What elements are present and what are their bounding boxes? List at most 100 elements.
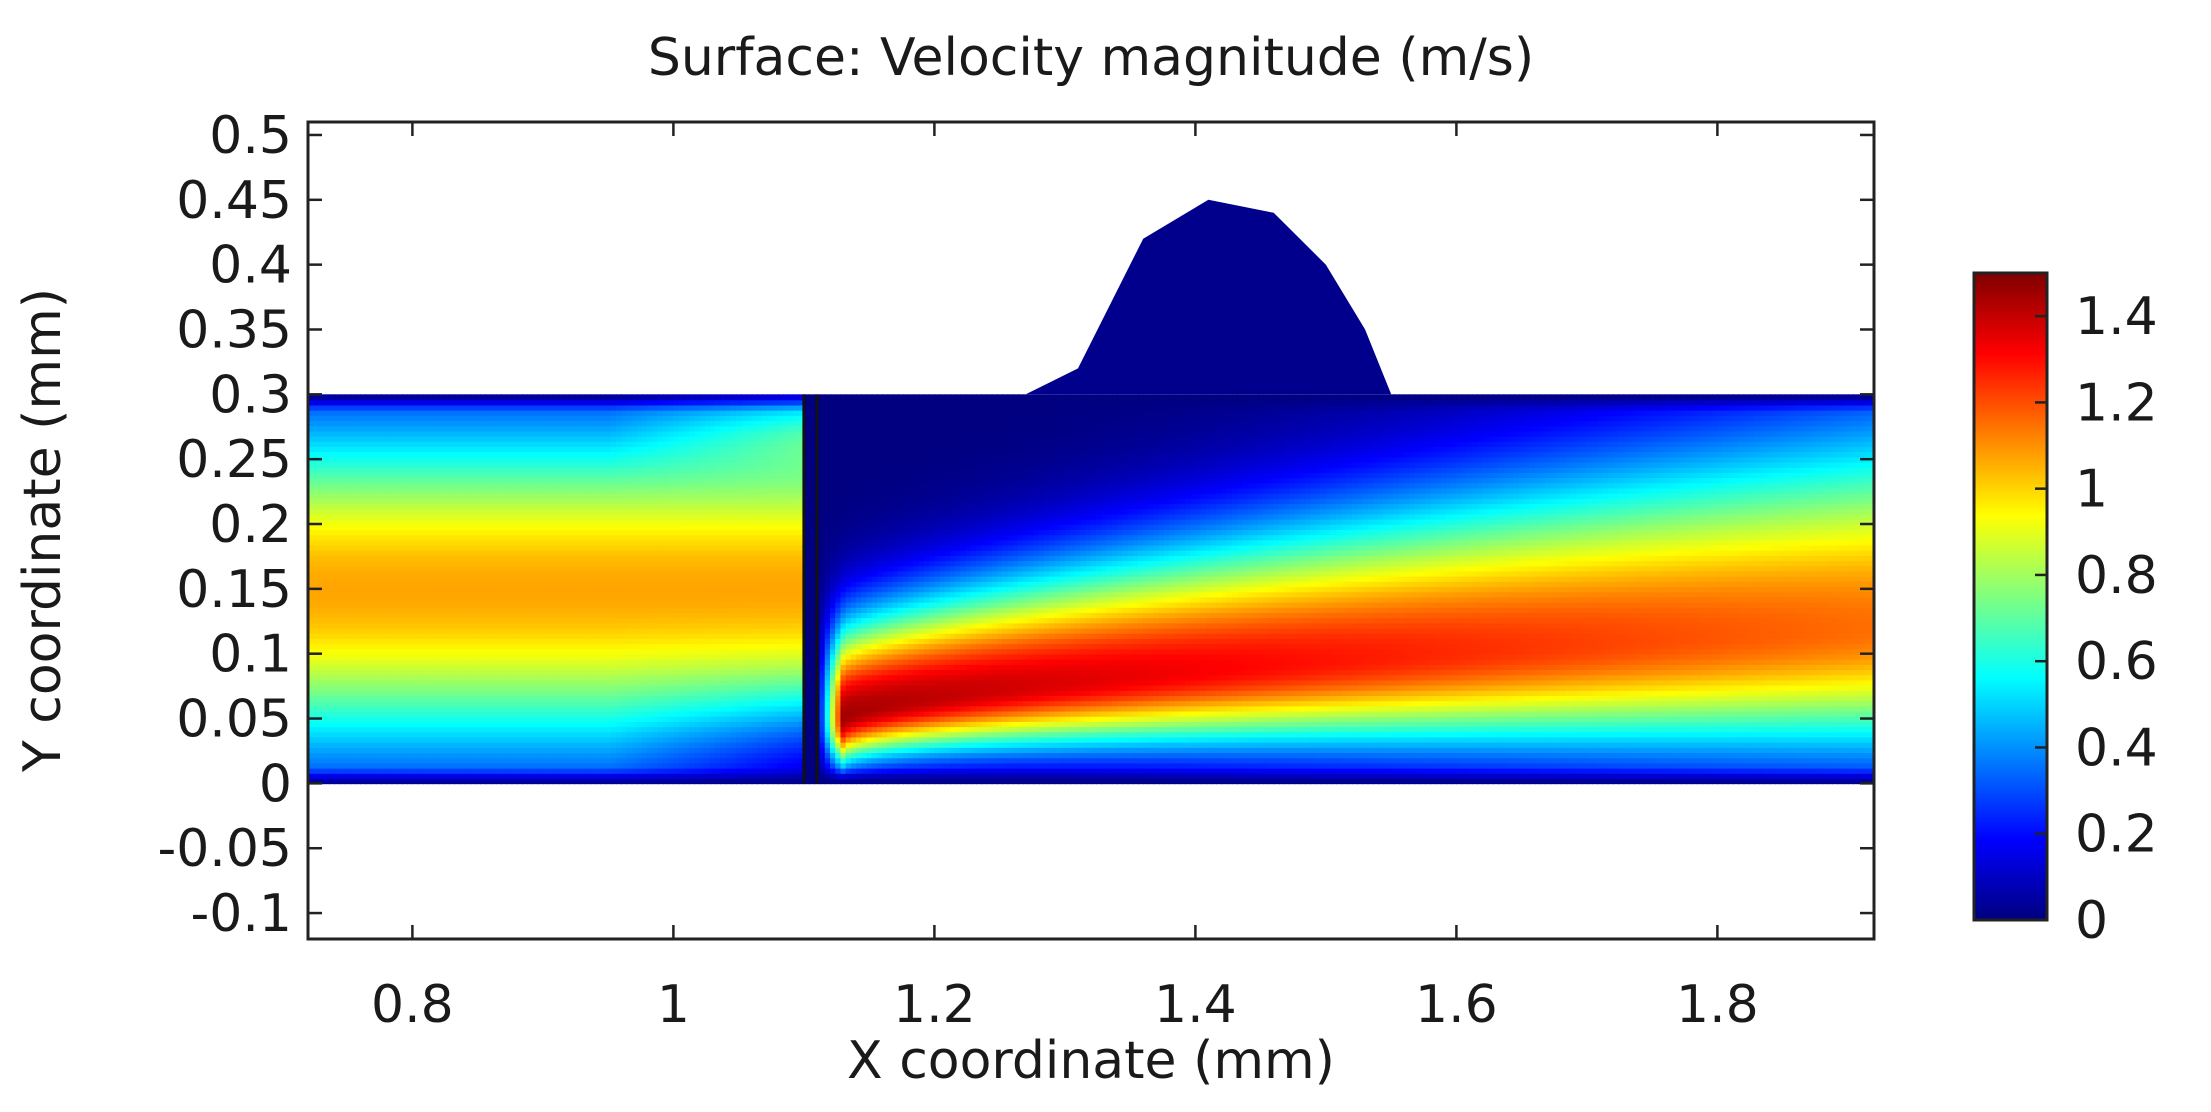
velocity-cell bbox=[438, 451, 445, 458]
velocity-cell bbox=[647, 627, 654, 634]
velocity-cell bbox=[360, 601, 367, 608]
velocity-cell bbox=[334, 638, 341, 645]
velocity-cell bbox=[527, 632, 534, 639]
velocity-cell bbox=[495, 643, 502, 650]
velocity-cell bbox=[574, 399, 581, 406]
velocity-cell bbox=[360, 690, 367, 696]
velocity-cell bbox=[480, 757, 487, 764]
velocity-cell bbox=[401, 715, 408, 722]
velocity-cell bbox=[422, 394, 429, 401]
velocity-cell bbox=[339, 441, 346, 448]
velocity-cell bbox=[459, 425, 466, 432]
velocity-cell bbox=[480, 477, 487, 484]
velocity-cell bbox=[501, 446, 508, 453]
velocity-cell bbox=[401, 409, 408, 416]
velocity-cell bbox=[537, 508, 544, 515]
velocity-cell bbox=[563, 747, 570, 754]
velocity-cell bbox=[621, 425, 628, 432]
velocity-cell bbox=[443, 513, 450, 520]
velocity-cell bbox=[454, 508, 461, 515]
velocity-cell bbox=[313, 415, 320, 422]
velocity-cell bbox=[553, 643, 560, 650]
velocity-cell bbox=[396, 435, 403, 442]
velocity-cell bbox=[480, 617, 487, 624]
velocity-cell bbox=[328, 658, 335, 665]
velocity-cell bbox=[542, 596, 549, 603]
velocity-cell bbox=[548, 461, 555, 468]
velocity-cell bbox=[537, 420, 544, 427]
velocity-cell bbox=[370, 487, 377, 494]
velocity-cell bbox=[365, 638, 372, 645]
velocity-cell bbox=[308, 482, 315, 489]
velocity-cell bbox=[328, 741, 335, 748]
velocity-cell bbox=[542, 415, 549, 422]
velocity-cell bbox=[600, 627, 607, 634]
velocity-cell bbox=[506, 710, 513, 717]
velocity-cell bbox=[548, 705, 555, 712]
velocity-cell bbox=[490, 664, 497, 671]
velocity-cell bbox=[375, 461, 382, 468]
velocity-cell bbox=[370, 482, 377, 489]
velocity-cell bbox=[553, 415, 560, 422]
velocity-cell bbox=[490, 705, 497, 712]
velocity-cell bbox=[511, 638, 518, 645]
velocity-cell bbox=[485, 544, 492, 551]
velocity-cell bbox=[433, 669, 440, 676]
velocity-cell bbox=[344, 575, 351, 582]
velocity-cell bbox=[381, 586, 388, 593]
velocity-cell bbox=[548, 601, 555, 608]
velocity-cell bbox=[522, 747, 529, 754]
velocity-cell bbox=[553, 472, 560, 479]
velocity-cell bbox=[469, 508, 476, 515]
velocity-cell bbox=[407, 695, 414, 702]
velocity-cell bbox=[386, 778, 393, 785]
velocity-cell bbox=[391, 721, 398, 728]
velocity-cell bbox=[600, 513, 607, 520]
velocity-cell bbox=[360, 560, 367, 567]
velocity-cell bbox=[459, 565, 466, 572]
velocity-cell bbox=[584, 549, 591, 556]
velocity-cell bbox=[548, 632, 555, 639]
velocity-cell bbox=[595, 695, 602, 702]
velocity-cell bbox=[417, 700, 424, 707]
velocity-cell bbox=[485, 715, 492, 722]
velocity-cell bbox=[464, 752, 471, 759]
velocity-cell bbox=[527, 731, 534, 738]
velocity-cell bbox=[391, 435, 398, 442]
velocity-cell bbox=[417, 773, 424, 779]
velocity-cell bbox=[563, 607, 570, 613]
velocity-cell bbox=[375, 529, 382, 536]
velocity-cell bbox=[626, 555, 633, 562]
velocity-cell bbox=[381, 695, 388, 702]
velocity-cell bbox=[647, 658, 654, 665]
velocity-cell bbox=[506, 430, 513, 437]
velocity-cell bbox=[527, 575, 534, 582]
velocity-cell bbox=[548, 451, 555, 458]
velocity-cell bbox=[574, 415, 581, 422]
velocity-cell bbox=[537, 394, 544, 401]
velocity-cell bbox=[428, 498, 435, 505]
velocity-cell bbox=[422, 565, 429, 572]
velocity-cell bbox=[621, 731, 628, 738]
velocity-cell bbox=[417, 518, 424, 525]
velocity-cell bbox=[412, 508, 419, 515]
velocity-cell bbox=[501, 487, 508, 494]
velocity-cell bbox=[422, 451, 429, 458]
velocity-cell bbox=[553, 773, 560, 779]
velocity-cell bbox=[589, 773, 596, 779]
velocity-cell bbox=[475, 591, 482, 598]
velocity-cell bbox=[370, 430, 377, 437]
velocity-cell bbox=[428, 767, 435, 774]
velocity-cell bbox=[318, 539, 325, 546]
velocity-cell bbox=[370, 441, 377, 448]
velocity-cell bbox=[308, 747, 315, 754]
velocity-cell bbox=[610, 570, 617, 577]
velocity-cell bbox=[334, 643, 341, 650]
velocity-cell bbox=[412, 513, 419, 520]
velocity-cell bbox=[323, 498, 330, 505]
velocity-cell bbox=[501, 669, 508, 676]
velocity-cell bbox=[553, 767, 560, 774]
velocity-cell bbox=[574, 503, 581, 510]
velocity-cell bbox=[381, 710, 388, 717]
velocity-cell bbox=[569, 705, 576, 712]
